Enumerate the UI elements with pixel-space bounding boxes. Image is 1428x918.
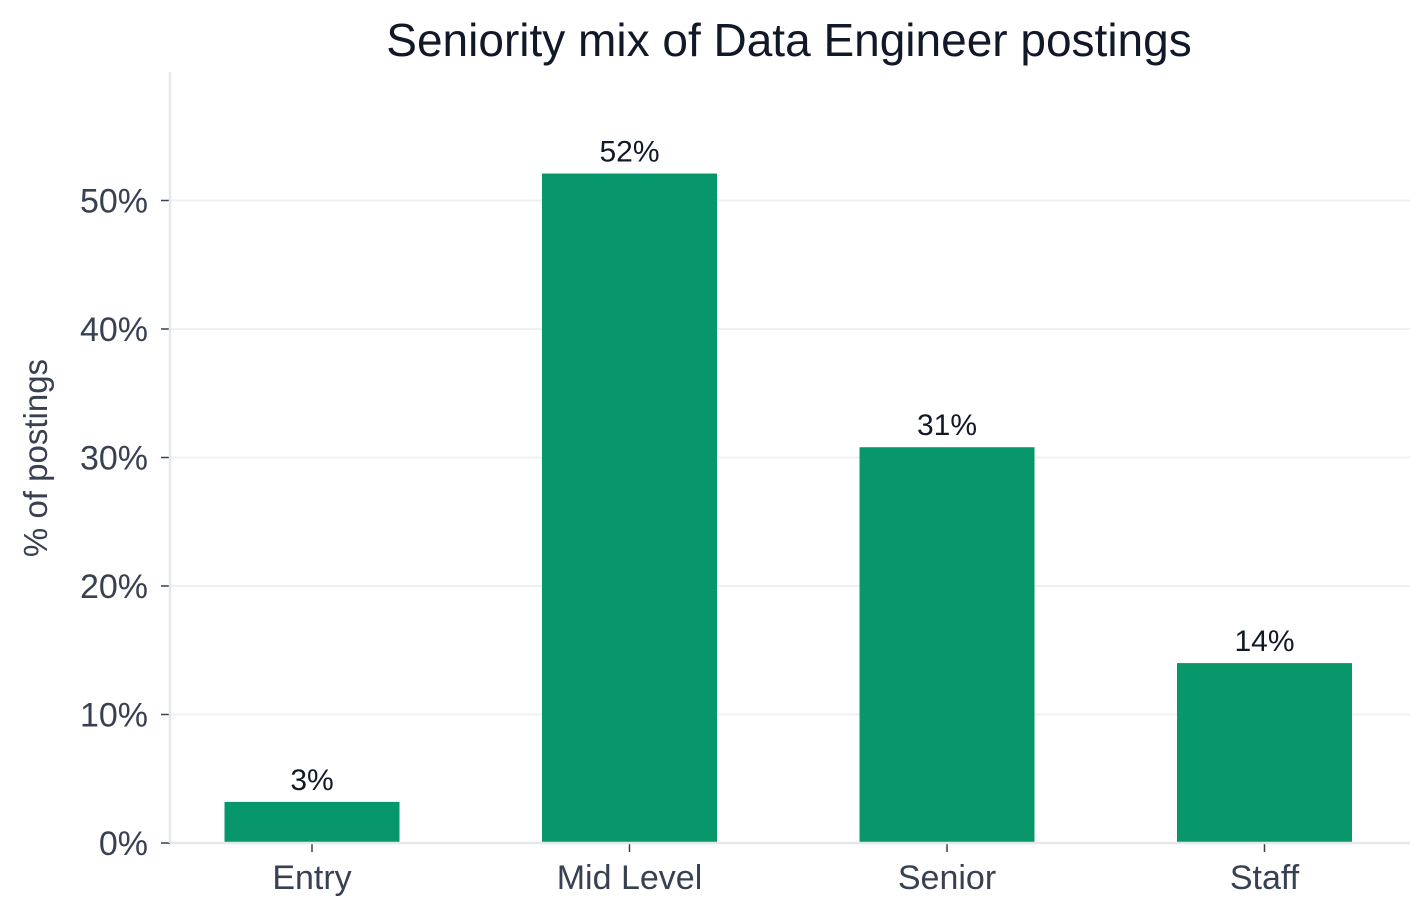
x-tick-label: Senior [898,859,996,897]
y-tick-label: 10% [80,697,148,735]
bar-senior [859,447,1035,843]
data-labels: 3% 52% 31% 14% [290,136,1294,797]
tick-labels: 0% 10% 20% 30% 40% 50% Entry Mid Level Senior Sta… [80,183,1300,898]
y-tick-label: 50% [80,183,148,221]
bar-entry [224,801,400,843]
data-label: 52% [599,136,659,169]
bars [224,173,1352,843]
data-label: 14% [1234,625,1294,658]
bar-staff [1177,663,1352,843]
y-tick-label: 40% [80,311,148,349]
y-tick-label: 30% [80,440,148,478]
y-axis-title: % of postings [17,359,54,557]
data-label: 31% [917,409,977,442]
axes [161,72,1410,852]
x-tick-label: Staff [1230,859,1300,897]
x-tick-label: Mid Level [557,859,703,897]
y-tick-label: 0% [99,825,148,863]
data-label: 3% [290,764,333,797]
gridlines [170,199,1410,716]
bar-mid-level [542,173,717,843]
y-tick-label: 20% [80,568,148,606]
chart-title: Seniority mix of Data Engineer postings [386,14,1191,66]
x-tick-label: Entry [272,859,351,897]
